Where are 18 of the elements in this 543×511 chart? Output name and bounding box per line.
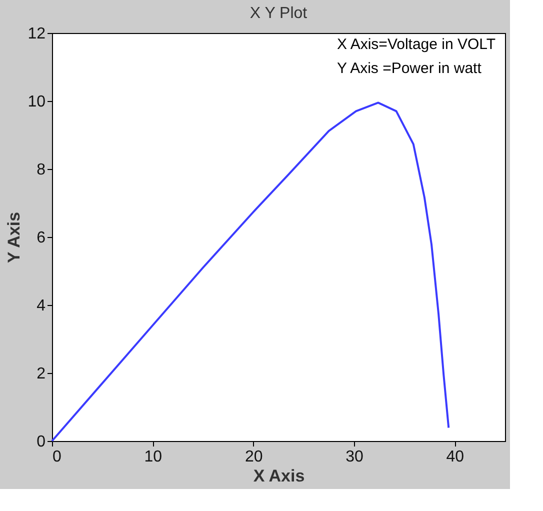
y-tick-label: 4 <box>36 298 46 314</box>
y-tick-label: 12 <box>28 26 46 42</box>
chart-title: X Y Plot <box>250 5 308 22</box>
annotation: X Axis=Voltage in VOLT <box>337 36 496 53</box>
y-tick-label: 10 <box>28 94 46 110</box>
x-tick-label: 30 <box>346 448 364 466</box>
annotation: Y Axis =Power in watt <box>337 60 482 77</box>
y-axis-title: Y Axis <box>4 212 24 264</box>
x-axis-title: X Axis <box>253 466 305 486</box>
y-tick-label: 6 <box>36 230 46 246</box>
y-tick-label: 0 <box>36 434 46 450</box>
x-tick-label: 40 <box>446 448 464 466</box>
y-tick-label: 2 <box>36 366 46 382</box>
line-series <box>51 102 450 442</box>
x-tick-label: 0 <box>52 448 62 466</box>
y-tick-label: 8 <box>36 162 46 178</box>
x-tick-label: 10 <box>144 448 162 466</box>
x-tick-label: 20 <box>244 448 263 466</box>
